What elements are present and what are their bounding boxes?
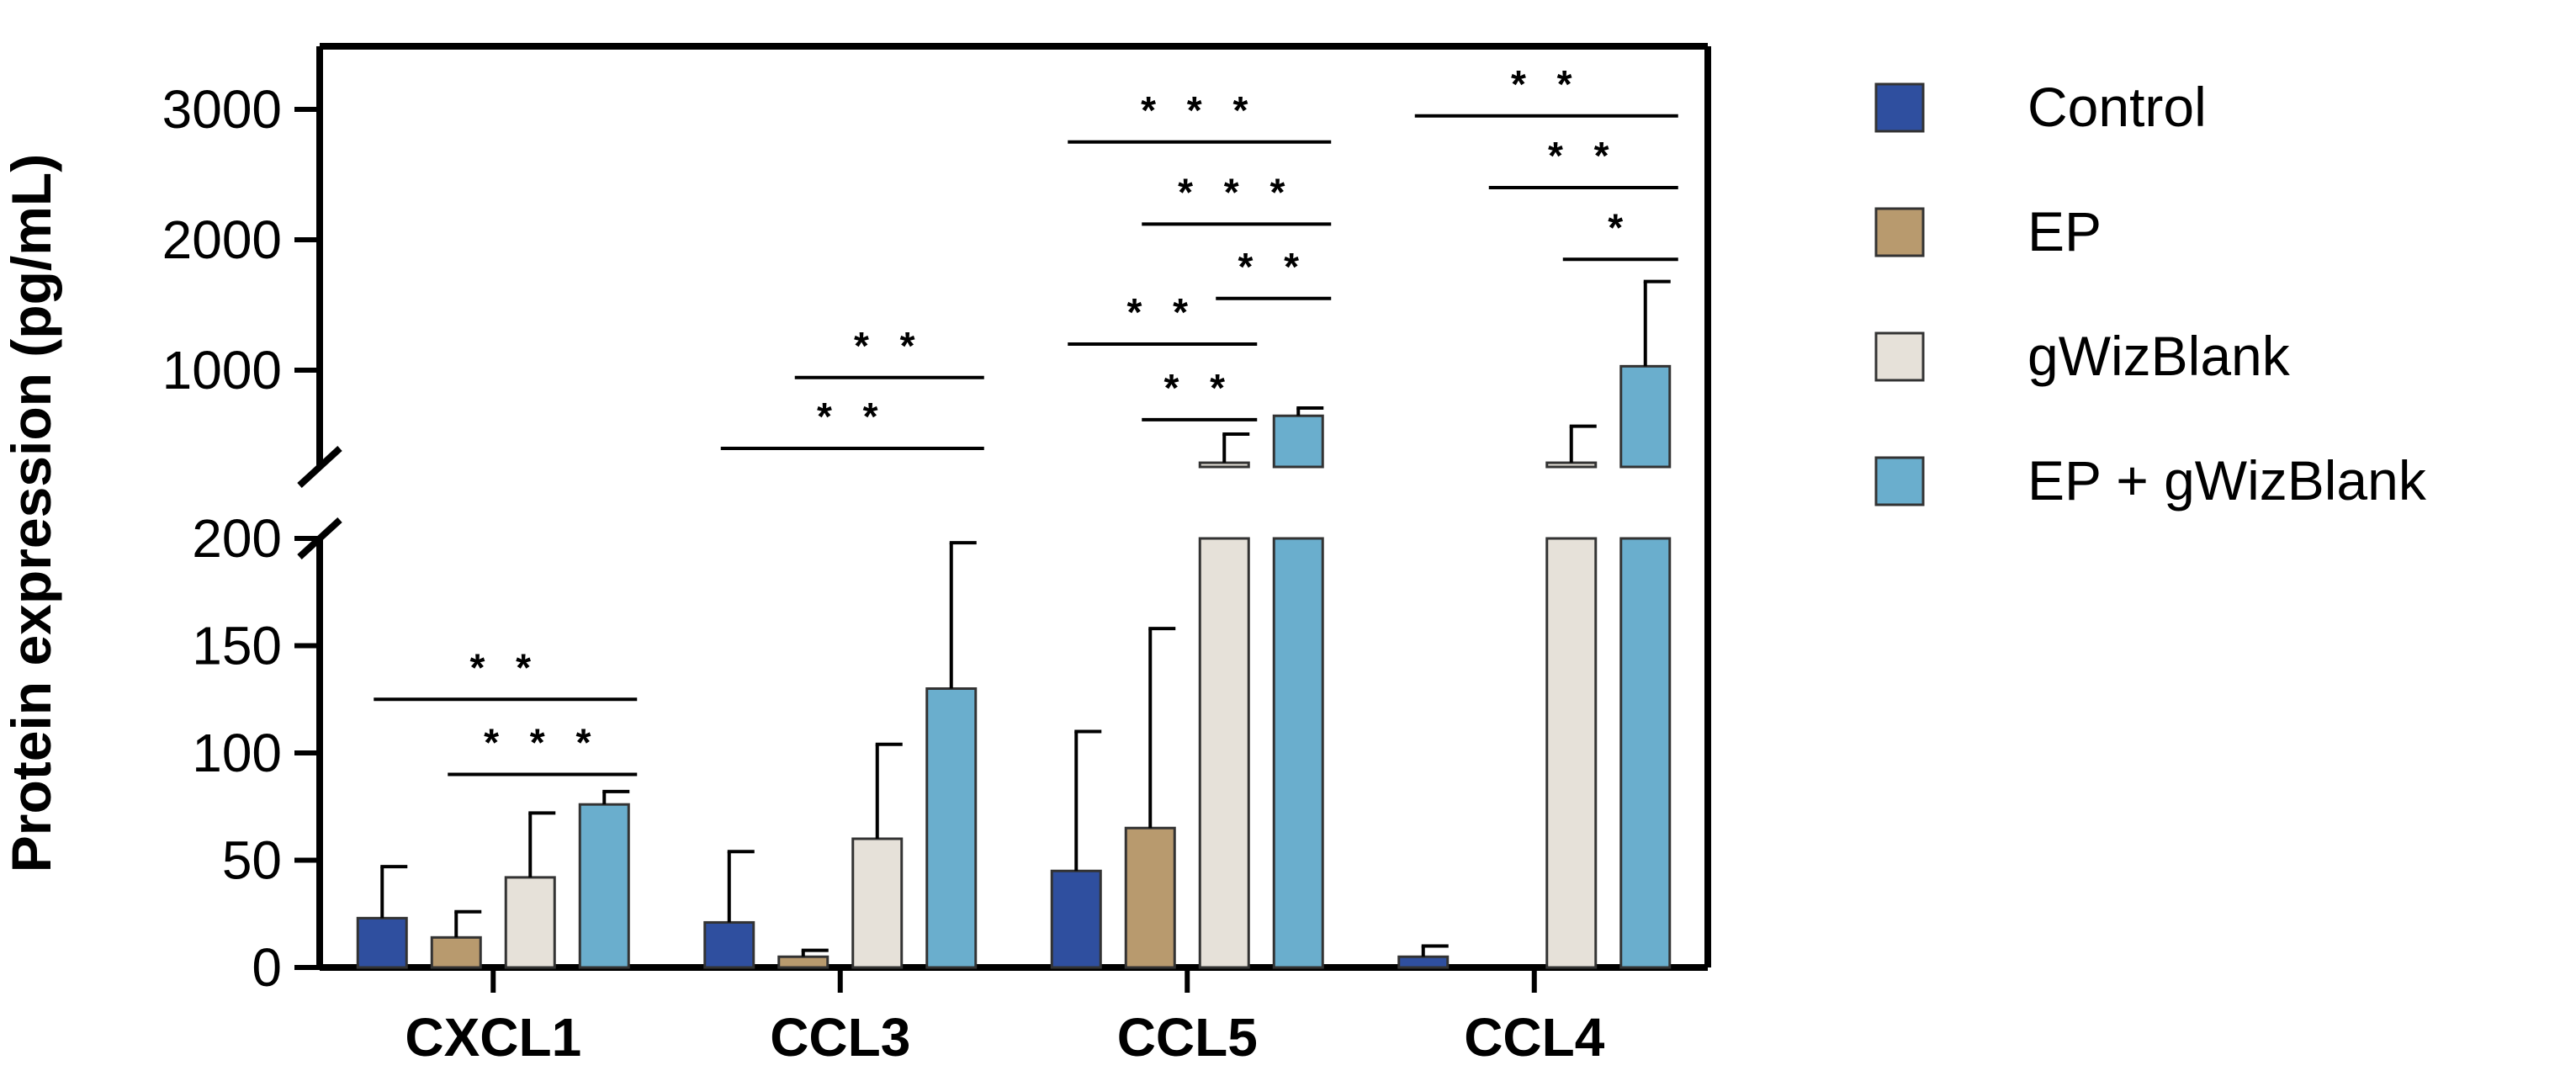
bar-control bbox=[1397, 955, 1450, 969]
ticks-layer: 0 50 100 150 200 1000 2000 3000 bbox=[162, 79, 1537, 998]
bar-ep-gwizblank-lower bbox=[1272, 537, 1324, 969]
bar-ep-gwizblank-upper bbox=[1272, 414, 1324, 469]
bars-layer bbox=[356, 364, 1672, 969]
bar-control bbox=[1050, 869, 1102, 969]
bar-ep bbox=[1124, 826, 1176, 969]
legend-swatch bbox=[1874, 82, 1925, 133]
y-tick-label: 0 bbox=[252, 937, 282, 998]
significance-label: * * bbox=[469, 645, 541, 689]
significance-label: * bbox=[1608, 205, 1633, 249]
y-tick-label: 1000 bbox=[162, 340, 282, 400]
category-label: CCL4 bbox=[1464, 1007, 1605, 1068]
bar-ep-gwizblank bbox=[578, 803, 630, 969]
bar-ep bbox=[777, 955, 830, 969]
y-axis-title-group: Protein expression (pg/mL) bbox=[0, 154, 62, 872]
significance-label: * * * bbox=[1141, 88, 1258, 132]
category-label: CCL5 bbox=[1117, 1007, 1258, 1068]
bar-gwizblank-lower bbox=[1198, 537, 1250, 969]
bar-control bbox=[356, 916, 408, 969]
bar-gwizblank bbox=[851, 837, 904, 969]
category-labels-layer: CXCL1 CCL3 CCL5 CCL4 bbox=[405, 1007, 1604, 1068]
bar-gwizblank bbox=[504, 876, 556, 969]
y-tick-label: 200 bbox=[192, 508, 282, 569]
axis-break-mark-upper bbox=[297, 446, 342, 488]
category-label: CCL3 bbox=[770, 1007, 910, 1068]
bar-ep-gwizblank bbox=[925, 687, 978, 969]
y-tick-label: 100 bbox=[192, 723, 282, 783]
bar-gwizblank-lower bbox=[1545, 537, 1598, 969]
significance-label: * * bbox=[1548, 134, 1619, 178]
bar-control bbox=[703, 920, 755, 969]
legend-label: EP + gWizBlank bbox=[2027, 449, 2427, 511]
significance-label: * * * bbox=[1178, 170, 1295, 214]
significance-label: * * bbox=[1238, 245, 1309, 289]
error-bars-layer bbox=[380, 279, 1671, 957]
legend-label: gWizBlank bbox=[2027, 325, 2291, 387]
y-tick-label: 150 bbox=[192, 616, 282, 676]
legend-swatch bbox=[1874, 207, 1925, 257]
legend-label: Control bbox=[2027, 76, 2207, 138]
bar-ep bbox=[430, 936, 482, 969]
bar-gwizblank-upper bbox=[1198, 461, 1250, 469]
bar-ep-gwizblank-upper bbox=[1619, 364, 1672, 469]
significance-label: * * bbox=[854, 324, 925, 368]
significance-label: * * bbox=[1126, 290, 1198, 334]
y-tick-label: 3000 bbox=[162, 79, 282, 140]
significance-label: * * * bbox=[484, 721, 601, 765]
significance-label: * * bbox=[1163, 366, 1235, 410]
y-tick-label: 50 bbox=[222, 830, 282, 891]
legend-swatch bbox=[1874, 456, 1925, 506]
significance-layer: * * * * * * * * * * * * * * * * * * * * * * * * * * bbox=[374, 62, 1678, 777]
legend-label: EP bbox=[2027, 200, 2102, 262]
y-axis-title: Protein expression (pg/mL) bbox=[0, 154, 62, 872]
category-label: CXCL1 bbox=[405, 1007, 581, 1068]
significance-label: * * bbox=[817, 395, 888, 438]
y-tick-label: 2000 bbox=[162, 209, 282, 270]
legend: Control EP gWizBlank EP + gWizBlank bbox=[1874, 76, 2427, 511]
bar-ep-gwizblank-lower bbox=[1619, 537, 1672, 969]
bar-gwizblank-upper bbox=[1545, 461, 1598, 469]
significance-label: * * bbox=[1511, 62, 1582, 106]
axes-layer bbox=[316, 43, 1711, 971]
legend-swatch bbox=[1874, 331, 1925, 382]
